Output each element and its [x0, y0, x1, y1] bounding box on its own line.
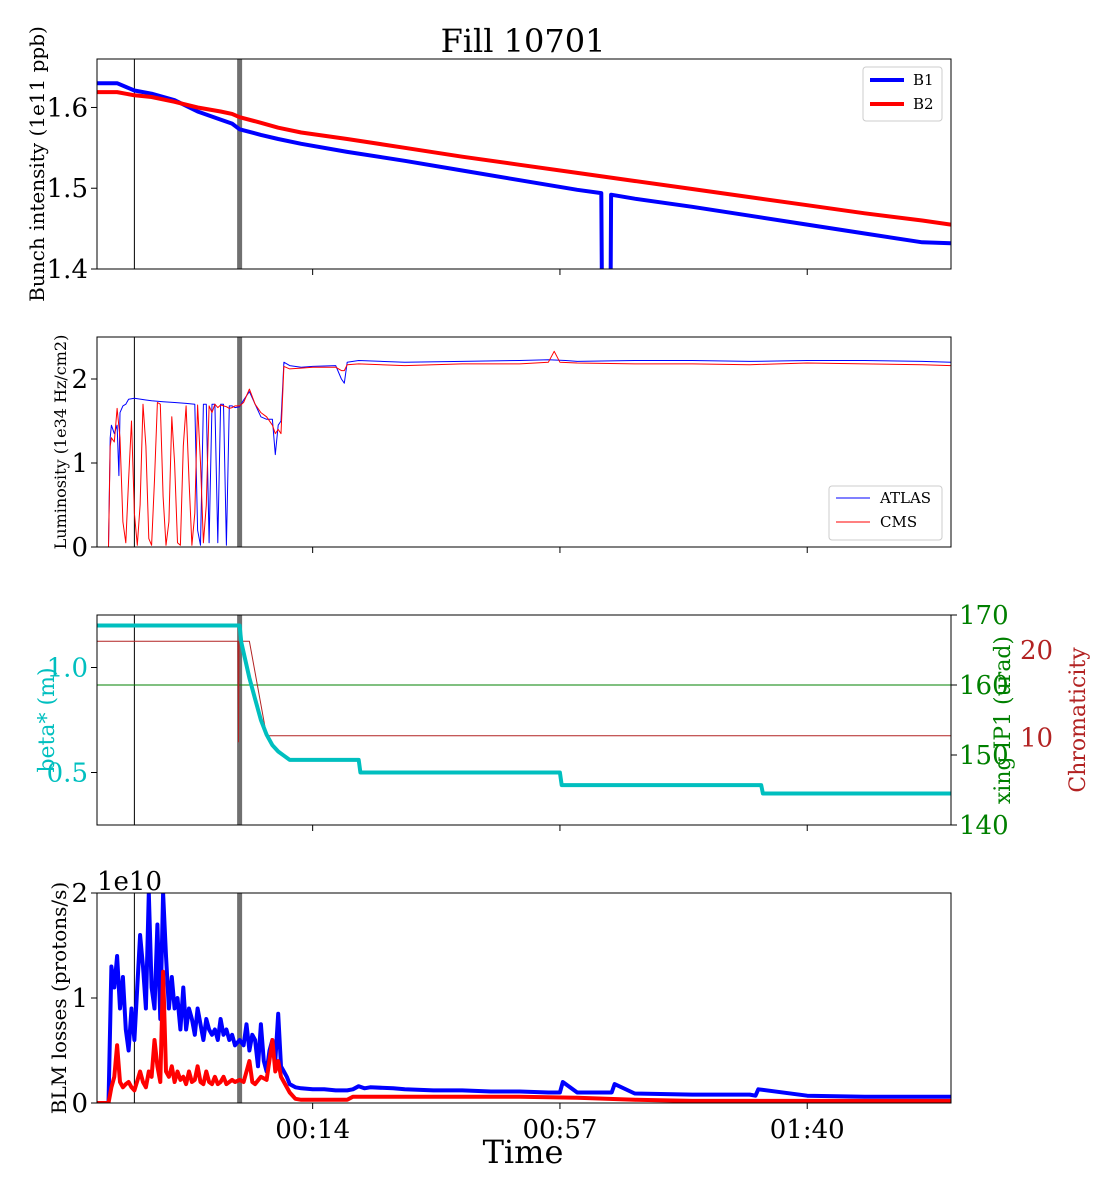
legend-b1-label: B1	[913, 71, 934, 89]
y-tick-label: 1.6	[47, 93, 88, 123]
intensity-legend: B1 B2	[862, 66, 943, 122]
x-axis-label: Time	[483, 1133, 564, 1171]
series-line-s1	[97, 969, 951, 1103]
y-tick-label: 1	[71, 449, 88, 479]
y-tick-label: 0	[71, 533, 88, 563]
y-tick-label: 1.5	[47, 174, 88, 204]
luminosity-ylabel: Luminosity (1e34 Hz/cm2)	[51, 335, 70, 550]
y-tick-label: 1	[71, 984, 88, 1014]
xing-tick-label: 150	[959, 741, 1009, 771]
xing-tick-label: 160	[959, 671, 1009, 701]
luminosity-legend: ATLAS CMS	[828, 485, 943, 541]
blm-panel: 0 1 2 00:14 00:57 01:40 BLM losses (protons/s…	[47, 867, 952, 1145]
y-tick-label: 1.0	[47, 654, 88, 684]
series-line-s0	[97, 623, 951, 796]
series-line-atlas	[97, 359, 951, 547]
series-line-b2	[97, 90, 951, 227]
luminosity-panel: 0 1 2 Luminosity (1e34 Hz/cm2) ATLAS CMS	[51, 335, 952, 563]
legend-b2-label: B2	[913, 95, 934, 113]
intensity-frame	[96, 58, 952, 270]
blm-scale-label: 1e10	[97, 867, 162, 897]
intensity-panel: 1.4 1.5 1.6 Bunch intensity (1e11 ppb) B1 …	[25, 26, 952, 302]
figure-title: Fill 10701	[441, 22, 606, 60]
x-tick-label: 01:40	[770, 1115, 845, 1145]
luminosity-frame	[96, 336, 952, 548]
chromaticity-tick-label: 10	[1020, 724, 1053, 754]
xing-tick-label: 170	[959, 601, 1009, 631]
legend-cms-label: CMS	[880, 513, 917, 531]
y-tick-label: 0	[71, 1089, 88, 1119]
intensity-ylabel: Bunch intensity (1e11 ppb)	[25, 26, 49, 302]
xing-ylabel: xing IP1 (urad)	[991, 636, 1016, 804]
optics-panel: 0.5 1.0 140 150 160 170 10 20 beta* (m) xing I…	[35, 601, 1091, 841]
chromaticity-ylabel: Chromaticity	[1066, 647, 1091, 793]
blm-ylabel: BLM losses (protons/s)	[47, 882, 71, 1114]
optics-frame	[96, 614, 952, 826]
x-tick-label: 00:57	[522, 1115, 597, 1145]
legend-atlas-label: ATLAS	[879, 489, 931, 507]
x-tick-label: 00:14	[275, 1115, 350, 1145]
y-tick-label: 2	[71, 365, 88, 395]
y-tick-label: 2	[71, 879, 88, 909]
chromaticity-series-line	[97, 640, 951, 743]
chromaticity-tick-label: 20	[1020, 636, 1053, 666]
beta-ylabel: beta* (m)	[35, 667, 60, 772]
xing-tick-label: 140	[959, 811, 1009, 841]
y-tick-label: 1.4	[47, 255, 88, 285]
blm-frame	[96, 892, 952, 1104]
series-line-cms	[97, 350, 951, 547]
series-line-s0	[97, 893, 951, 1103]
y-tick-label: 0.5	[47, 759, 88, 789]
